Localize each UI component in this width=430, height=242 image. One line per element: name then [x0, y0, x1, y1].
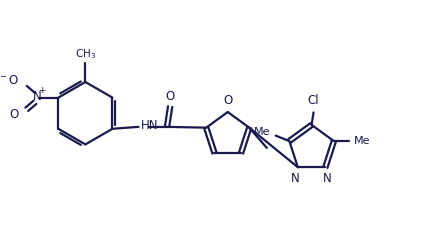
Text: $^-$O: $^-$O	[0, 74, 19, 87]
Text: N: N	[291, 172, 300, 185]
Text: N: N	[323, 172, 332, 185]
Text: CH$_3$: CH$_3$	[75, 47, 96, 61]
Text: Cl: Cl	[308, 94, 319, 107]
Text: N: N	[33, 90, 41, 103]
Text: O: O	[224, 94, 233, 107]
Text: Me: Me	[354, 136, 371, 146]
Text: Me: Me	[254, 128, 270, 137]
Text: O: O	[10, 108, 19, 121]
Text: HN: HN	[141, 119, 158, 132]
Text: O: O	[166, 91, 175, 103]
Text: +: +	[38, 86, 45, 95]
